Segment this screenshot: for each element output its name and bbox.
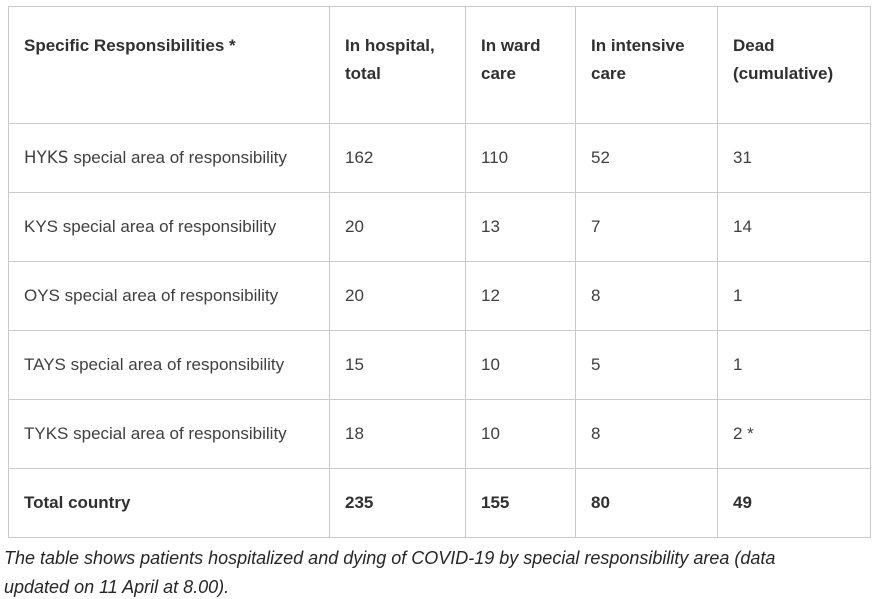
area-label-cell: HYKS special area of responsibility xyxy=(8,123,330,193)
area-label-cell: OYS special area of responsibility xyxy=(8,261,330,331)
col-header-in-ward-care: In ward care xyxy=(465,6,576,124)
ward-care-cell: 10 xyxy=(465,399,576,469)
in-hospital-cell: 18 xyxy=(329,399,466,469)
col-header-specific-responsibilities: Specific Responsibilities * xyxy=(8,6,330,124)
col-header-in-hospital-total: In hospital, total xyxy=(329,6,466,124)
dead-cell: 14 xyxy=(717,192,871,262)
header-row: Specific Responsibilities * In hospital,… xyxy=(8,6,871,124)
ward-care-cell: 110 xyxy=(465,123,576,193)
area-label: special area of responsibility xyxy=(73,148,287,167)
table-caption: The table shows patients hospitalized an… xyxy=(4,548,776,597)
in-hospital-cell: 20 xyxy=(329,261,466,331)
area-label-cell: Total country xyxy=(8,468,330,538)
intensive-care-cell: 5 xyxy=(575,330,718,400)
table-row-hyks: HYKS special area of responsibility 162 … xyxy=(8,123,871,193)
ward-care-cell: 10 xyxy=(465,330,576,400)
dead-cell: 2 * xyxy=(717,399,871,469)
table-row-kys: KYS special area of responsibility 20 13… xyxy=(8,192,871,262)
dead-cell: 31 xyxy=(717,123,871,193)
dead-cell: 49 xyxy=(717,468,871,538)
intensive-care-cell: 52 xyxy=(575,123,718,193)
table-row-oys: OYS special area of responsibility 20 12… xyxy=(8,261,871,331)
hospital-status-table: Specific Responsibilities * In hospital,… xyxy=(8,6,871,538)
ward-care-cell: 155 xyxy=(465,468,576,538)
table-row-tays: TAYS special area of responsibility 15 1… xyxy=(8,330,871,400)
area-code: HYKS xyxy=(24,148,69,167)
area-label-cell: KYS special area of responsibility xyxy=(8,192,330,262)
col-header-dead-cumulative: Dead (cumulative) xyxy=(717,6,871,124)
intensive-care-cell: 8 xyxy=(575,399,718,469)
ward-care-cell: 12 xyxy=(465,261,576,331)
area-label-cell: TYKS special area of responsibility xyxy=(8,399,330,469)
dead-cell: 1 xyxy=(717,261,871,331)
in-hospital-cell: 235 xyxy=(329,468,466,538)
ward-care-cell: 13 xyxy=(465,192,576,262)
intensive-care-cell: 80 xyxy=(575,468,718,538)
intensive-care-cell: 7 xyxy=(575,192,718,262)
col-header-in-intensive-care: In intensive care xyxy=(575,6,718,124)
dead-cell: 1 xyxy=(717,330,871,400)
table-row-total-country: Total country 235 155 80 49 xyxy=(8,468,871,538)
intensive-care-cell: 8 xyxy=(575,261,718,331)
in-hospital-cell: 20 xyxy=(329,192,466,262)
table-row-tyks: TYKS special area of responsibility 18 1… xyxy=(8,399,871,469)
in-hospital-cell: 162 xyxy=(329,123,466,193)
area-label-cell: TAYS special area of responsibility xyxy=(8,330,330,400)
in-hospital-cell: 15 xyxy=(329,330,466,400)
